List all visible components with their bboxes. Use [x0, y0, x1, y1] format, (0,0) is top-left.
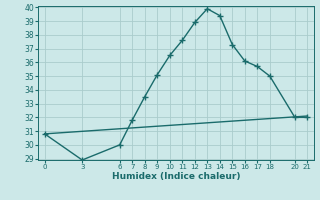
X-axis label: Humidex (Indice chaleur): Humidex (Indice chaleur): [112, 172, 240, 181]
